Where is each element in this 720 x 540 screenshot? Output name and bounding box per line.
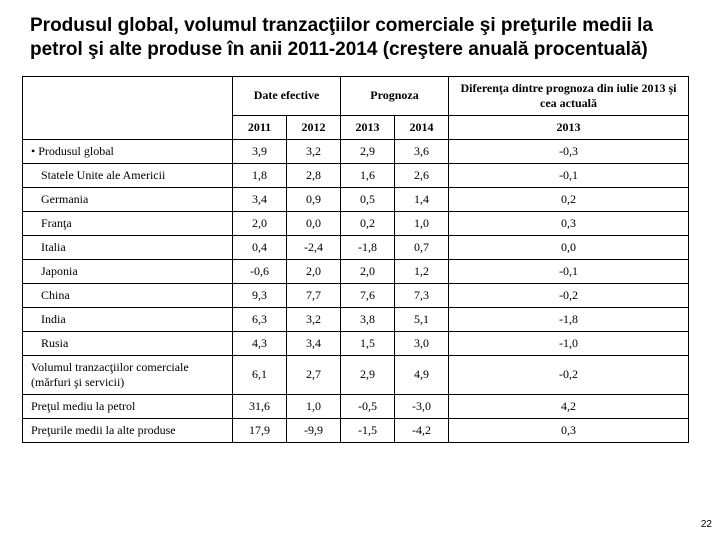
cell-value: 5,1 — [395, 307, 449, 331]
header-year-diff: 2013 — [449, 115, 689, 139]
cell-value: 17,9 — [233, 418, 287, 442]
cell-value: -0,1 — [449, 259, 689, 283]
cell-value: -0,3 — [449, 139, 689, 163]
cell-value: 0,3 — [449, 211, 689, 235]
table-row: Japonia-0,62,02,01,2-0,1 — [23, 259, 689, 283]
row-label: Franţa — [23, 211, 233, 235]
cell-value: 0,2 — [449, 187, 689, 211]
cell-value: 6,1 — [233, 355, 287, 394]
table-row: Statele Unite ale Americii1,82,81,62,6-0… — [23, 163, 689, 187]
cell-value: -1,5 — [341, 418, 395, 442]
cell-value: 3,8 — [341, 307, 395, 331]
cell-value: -1,8 — [341, 235, 395, 259]
cell-value: -3,0 — [395, 394, 449, 418]
cell-value: 2,6 — [395, 163, 449, 187]
header-group-forecast: Prognoza — [341, 76, 449, 115]
cell-value: 1,6 — [341, 163, 395, 187]
cell-value: 2,8 — [287, 163, 341, 187]
cell-value: 0,4 — [233, 235, 287, 259]
row-label: Italia — [23, 235, 233, 259]
cell-value: 2,9 — [341, 355, 395, 394]
row-label: • Produsul global — [23, 139, 233, 163]
cell-value: 6,3 — [233, 307, 287, 331]
table-row: Preţurile medii la alte produse17,9-9,9-… — [23, 418, 689, 442]
cell-value: 31,6 — [233, 394, 287, 418]
table-row: Rusia4,33,41,53,0-1,0 — [23, 331, 689, 355]
cell-value: -0,2 — [449, 283, 689, 307]
row-label: Japonia — [23, 259, 233, 283]
cell-value: 0,9 — [287, 187, 341, 211]
cell-value: 7,6 — [341, 283, 395, 307]
row-label: Preţurile medii la alte produse — [23, 418, 233, 442]
cell-value: 0,2 — [341, 211, 395, 235]
cell-value: -0,2 — [449, 355, 689, 394]
cell-value: 7,7 — [287, 283, 341, 307]
table-row: Volumul tranzacţiilor comerciale (mărfur… — [23, 355, 689, 394]
cell-value: 1,2 — [395, 259, 449, 283]
cell-value: -2,4 — [287, 235, 341, 259]
cell-value: -1,0 — [449, 331, 689, 355]
cell-value: 2,9 — [341, 139, 395, 163]
table-row: Franţa2,00,00,21,00,3 — [23, 211, 689, 235]
cell-value: 2,0 — [287, 259, 341, 283]
table-row: China9,37,77,67,3-0,2 — [23, 283, 689, 307]
page-title: Produsul global, volumul tranzacţiilor c… — [0, 0, 720, 72]
cell-value: 4,9 — [395, 355, 449, 394]
cell-value: 2,0 — [341, 259, 395, 283]
data-table: Date efective Prognoza Diferenţa dintre … — [22, 76, 689, 443]
cell-value: 3,9 — [233, 139, 287, 163]
header-year-2012: 2012 — [287, 115, 341, 139]
header-year-2011: 2011 — [233, 115, 287, 139]
cell-value: 1,8 — [233, 163, 287, 187]
cell-value: 0,0 — [449, 235, 689, 259]
cell-value: 1,0 — [287, 394, 341, 418]
table-row: Italia0,4-2,4-1,80,70,0 — [23, 235, 689, 259]
cell-value: -0,5 — [341, 394, 395, 418]
cell-value: 2,0 — [233, 211, 287, 235]
cell-value: 0,5 — [341, 187, 395, 211]
cell-value: 3,4 — [287, 331, 341, 355]
header-year-2014: 2014 — [395, 115, 449, 139]
row-label: Preţul mediu la petrol — [23, 394, 233, 418]
table-row: • Produsul global3,93,22,93,6-0,3 — [23, 139, 689, 163]
cell-value: 3,4 — [233, 187, 287, 211]
cell-value: 9,3 — [233, 283, 287, 307]
header-group-diff: Diferenţa dintre prognoza din iulie 2013… — [449, 76, 689, 115]
row-label: Statele Unite ale Americii — [23, 163, 233, 187]
cell-value: 1,4 — [395, 187, 449, 211]
row-label: China — [23, 283, 233, 307]
cell-value: 1,0 — [395, 211, 449, 235]
header-blank — [23, 76, 233, 139]
cell-value: 3,0 — [395, 331, 449, 355]
cell-value: 0,0 — [287, 211, 341, 235]
cell-value: -4,2 — [395, 418, 449, 442]
cell-value: 0,3 — [449, 418, 689, 442]
cell-value: 1,5 — [341, 331, 395, 355]
row-label: Germania — [23, 187, 233, 211]
cell-value: -1,8 — [449, 307, 689, 331]
row-label: Volumul tranzacţiilor comerciale (mărfur… — [23, 355, 233, 394]
row-label: Rusia — [23, 331, 233, 355]
cell-value: -9,9 — [287, 418, 341, 442]
cell-value: -0,1 — [449, 163, 689, 187]
cell-value: 3,2 — [287, 139, 341, 163]
table-row: Preţul mediu la petrol31,61,0-0,5-3,04,2 — [23, 394, 689, 418]
cell-value: 3,6 — [395, 139, 449, 163]
cell-value: 2,7 — [287, 355, 341, 394]
header-group-effective: Date efective — [233, 76, 341, 115]
cell-value: 7,3 — [395, 283, 449, 307]
table-row: India6,33,23,85,1-1,8 — [23, 307, 689, 331]
table-row: Germania3,40,90,51,40,2 — [23, 187, 689, 211]
header-year-2013: 2013 — [341, 115, 395, 139]
cell-value: 4,3 — [233, 331, 287, 355]
row-label: India — [23, 307, 233, 331]
cell-value: 3,2 — [287, 307, 341, 331]
cell-value: 0,7 — [395, 235, 449, 259]
cell-value: 4,2 — [449, 394, 689, 418]
cell-value: -0,6 — [233, 259, 287, 283]
page-number: 22 — [701, 519, 712, 530]
